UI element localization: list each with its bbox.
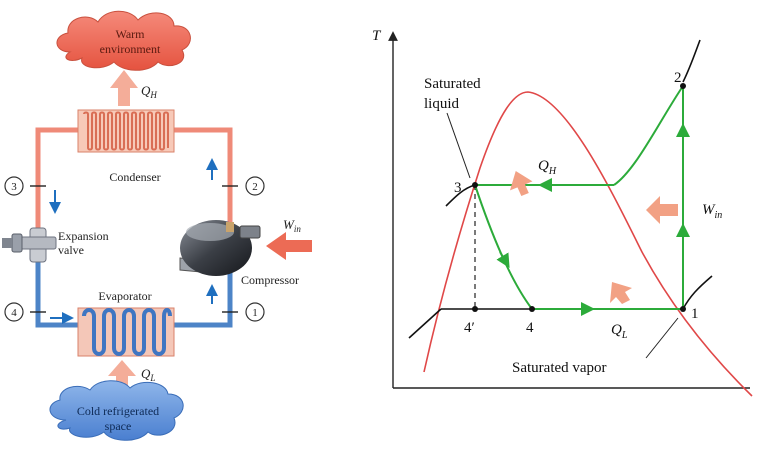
ts-diagram: T 1: [372, 28, 753, 397]
condenser-coil: [77, 109, 175, 153]
ts-state-points: [472, 83, 686, 312]
saturated-liquid-label-line2: liquid: [424, 96, 460, 112]
state-point-3-marker: 3: [4, 176, 24, 196]
ts-state-4prime-label: 4′: [464, 320, 475, 336]
ts-heat-rejected-label: QH: [538, 158, 557, 177]
work-input-arrow: [266, 232, 312, 260]
evaporator-label: Evaporator: [98, 289, 151, 303]
saturated-liquid-leader: [446, 112, 471, 179]
expansion-valve-label-line1: Expansion: [58, 229, 109, 243]
ts-heat-absorbed-label: QL: [611, 322, 628, 341]
heat-absorbed-label: QL: [141, 366, 155, 383]
ts-state-3-label: 3: [454, 180, 462, 196]
state-point-3-label: 3: [11, 181, 17, 193]
condenser-label: Condenser: [109, 170, 160, 184]
t-axis-label: T: [372, 28, 382, 44]
ts-state-2-label: 2: [674, 70, 682, 86]
ts-work-input-label: Win: [702, 202, 722, 221]
saturated-liquid-label-line1: Saturated: [424, 76, 481, 92]
refrigerant-lines: [35, 127, 233, 328]
state-point-4-label: 4: [11, 307, 17, 319]
ts-state-1-label: 1: [691, 306, 699, 322]
ts-heat-rejected-arrow: [509, 171, 533, 197]
heat-rejected-arrow: [110, 70, 138, 106]
warm-environment-cloud: Warm environment: [56, 10, 191, 71]
cycle-path: [474, 85, 690, 316]
state-point-2-marker: 2: [245, 176, 265, 196]
ts-heat-absorbed-arrow: [610, 282, 632, 304]
state-point-1-label: 1: [252, 307, 258, 319]
state-points: [30, 185, 238, 313]
state-point-1-marker: 1: [245, 302, 265, 322]
low-pressure-isobar: [408, 308, 442, 339]
ts-state-4-label: 4: [526, 320, 534, 336]
state-point-4-marker: 4: [4, 302, 24, 322]
ts-work-input-arrow: [646, 196, 678, 224]
warm-environment-line2: environment: [100, 42, 161, 56]
warm-environment-line1: Warm: [115, 27, 145, 41]
compressor-icon: [179, 220, 261, 276]
cold-space-line2: space: [105, 419, 132, 433]
superheat-line: [682, 39, 701, 83]
heat-rejected-label: QH: [141, 83, 157, 100]
work-input-label: Win: [283, 217, 301, 234]
flow-arrows: [49, 158, 218, 324]
cycle-schematic: Warm environment QH Condenser Evaporator: [2, 10, 312, 441]
evaporator-coil: [77, 307, 175, 357]
cold-space-line1: Cold refrigerated: [77, 404, 159, 418]
compressor-label: Compressor: [241, 273, 299, 287]
expansion-valve-label-line2: valve: [58, 243, 84, 257]
saturated-vapor-leader: [645, 317, 679, 359]
saturation-dome: [423, 91, 753, 397]
state-point-2-label: 2: [252, 181, 258, 193]
expansion-valve-icon: [2, 227, 57, 263]
saturated-vapor-label: Saturated vapor: [512, 360, 607, 376]
heat-absorbed-arrow: [108, 360, 136, 392]
cold-space-cloud: Cold refrigerated space: [49, 380, 184, 441]
low-pressure-line: [682, 275, 713, 310]
